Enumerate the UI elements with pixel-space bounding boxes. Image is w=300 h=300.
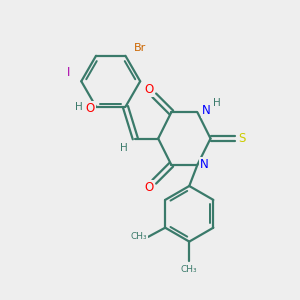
Text: H: H xyxy=(213,98,221,108)
Text: H: H xyxy=(120,143,128,153)
Text: O: O xyxy=(85,102,95,115)
Text: N: N xyxy=(202,104,211,117)
Text: N: N xyxy=(200,158,209,171)
Text: O: O xyxy=(145,83,154,96)
Text: CH₃: CH₃ xyxy=(181,265,198,274)
Text: S: S xyxy=(238,132,246,145)
Text: O: O xyxy=(145,181,154,194)
Text: H: H xyxy=(75,102,83,112)
Text: I: I xyxy=(67,66,70,79)
Text: CH₃: CH₃ xyxy=(131,232,147,242)
Text: Br: Br xyxy=(134,43,146,52)
